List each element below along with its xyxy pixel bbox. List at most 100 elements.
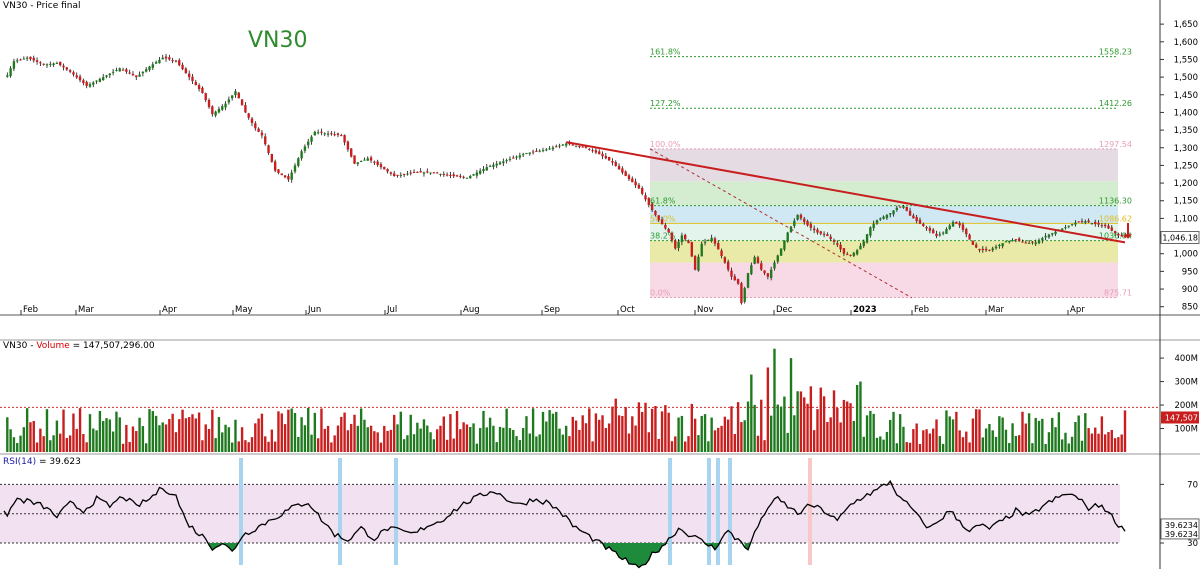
price-candle bbox=[998, 244, 1001, 247]
volume-bar bbox=[1001, 417, 1004, 452]
price-candle bbox=[555, 146, 558, 148]
volume-bar bbox=[373, 431, 376, 452]
volume-bar bbox=[984, 428, 988, 452]
volume-bar bbox=[422, 419, 426, 452]
rsi-oversold-marker bbox=[239, 458, 243, 565]
price-candle bbox=[141, 71, 145, 74]
price-candle bbox=[968, 234, 971, 240]
volume-bar bbox=[389, 429, 393, 452]
price-candle bbox=[717, 243, 720, 250]
price-candle bbox=[389, 172, 393, 174]
price-candle bbox=[693, 255, 697, 270]
volume-bar bbox=[356, 425, 360, 452]
price-candle bbox=[59, 61, 62, 66]
volume-bar bbox=[707, 441, 710, 452]
x-axis-label: Mar bbox=[78, 305, 95, 315]
volume-bar bbox=[250, 437, 254, 452]
price-candle bbox=[1034, 242, 1037, 244]
volume-bar bbox=[849, 403, 852, 452]
volume-bar bbox=[875, 437, 879, 452]
fib-diagonal-line bbox=[649, 148, 913, 299]
volume-bar bbox=[574, 420, 578, 452]
price-candle bbox=[826, 234, 829, 237]
volume-bar bbox=[1044, 444, 1047, 452]
fib-label-left-4: 50.0% bbox=[650, 214, 676, 223]
volume-bar bbox=[1110, 429, 1113, 452]
volume-bar bbox=[495, 442, 498, 452]
fib-label-left-6: 0.0% bbox=[650, 289, 671, 298]
fib-zone-2 bbox=[650, 205, 1118, 224]
price-candle bbox=[396, 174, 399, 176]
volume-bar bbox=[713, 430, 717, 452]
price-candle bbox=[1051, 233, 1054, 235]
volume-bar bbox=[326, 425, 330, 452]
volume-bar bbox=[816, 409, 819, 452]
volume-bar bbox=[45, 409, 49, 452]
volume-tick-label: 400M bbox=[1174, 354, 1198, 364]
volume-bar bbox=[78, 408, 82, 452]
price-candle bbox=[624, 171, 627, 177]
volume-bar bbox=[617, 415, 621, 452]
volume-bar bbox=[551, 413, 555, 452]
price-candle bbox=[965, 228, 968, 235]
price-candle bbox=[19, 59, 22, 61]
volume-bar bbox=[158, 425, 161, 452]
x-axis-label: Feb bbox=[23, 305, 38, 315]
volume-bar bbox=[478, 428, 482, 452]
volume-bar bbox=[439, 425, 442, 452]
volume-bar bbox=[426, 425, 429, 452]
volume-bar bbox=[316, 438, 320, 452]
volume-bar bbox=[508, 428, 512, 452]
volume-bar bbox=[895, 443, 899, 452]
fib-zone-5 bbox=[650, 262, 1118, 298]
volume-bar bbox=[561, 434, 565, 452]
price-candle bbox=[144, 69, 148, 72]
fib-zone-1 bbox=[650, 181, 1118, 206]
volume-bar bbox=[197, 412, 201, 452]
volume-bar bbox=[1027, 413, 1031, 452]
volume-bar bbox=[1014, 435, 1018, 452]
volume-bar bbox=[621, 416, 624, 452]
volume-bar bbox=[191, 414, 194, 452]
price-candle bbox=[958, 222, 961, 226]
price-candle bbox=[1047, 234, 1051, 238]
price-candle bbox=[743, 288, 746, 302]
price-candle bbox=[918, 219, 922, 224]
volume-bar bbox=[409, 414, 412, 452]
volume-bar bbox=[938, 436, 942, 452]
volume-bar bbox=[591, 441, 594, 452]
volume-bar bbox=[994, 436, 998, 452]
price-candle bbox=[201, 87, 204, 94]
price-candle bbox=[313, 131, 317, 136]
volume-bar bbox=[750, 374, 753, 452]
price-candle bbox=[1021, 241, 1024, 243]
price-candle bbox=[442, 173, 445, 175]
price-candle bbox=[588, 148, 591, 150]
volume-bar bbox=[545, 421, 548, 452]
price-candle bbox=[528, 152, 531, 154]
price-candle bbox=[512, 157, 515, 159]
volume-bar bbox=[181, 409, 184, 452]
price-candle bbox=[1054, 231, 1057, 234]
volume-bar bbox=[941, 443, 945, 452]
price-candle bbox=[541, 150, 545, 152]
price-candle bbox=[1024, 242, 1027, 244]
price-candle bbox=[369, 157, 373, 161]
fib-label-right-5: 1036.84 bbox=[1099, 232, 1132, 241]
volume-bar bbox=[442, 416, 445, 452]
price-candle bbox=[703, 241, 707, 243]
volume-bar bbox=[601, 415, 604, 452]
price-candle bbox=[961, 224, 965, 230]
volume-bar bbox=[85, 442, 88, 452]
price-candle bbox=[862, 241, 865, 246]
volume-bar bbox=[945, 410, 948, 452]
price-candle bbox=[723, 257, 727, 263]
price-candle bbox=[102, 77, 105, 81]
price-candle bbox=[211, 106, 214, 115]
price-candle bbox=[131, 73, 135, 76]
volume-bar bbox=[776, 404, 779, 452]
price-candle bbox=[366, 158, 369, 161]
volume-title-value: = 147,507,296.00 bbox=[69, 341, 155, 351]
volume-bar bbox=[376, 432, 379, 452]
price-candle bbox=[85, 81, 88, 86]
